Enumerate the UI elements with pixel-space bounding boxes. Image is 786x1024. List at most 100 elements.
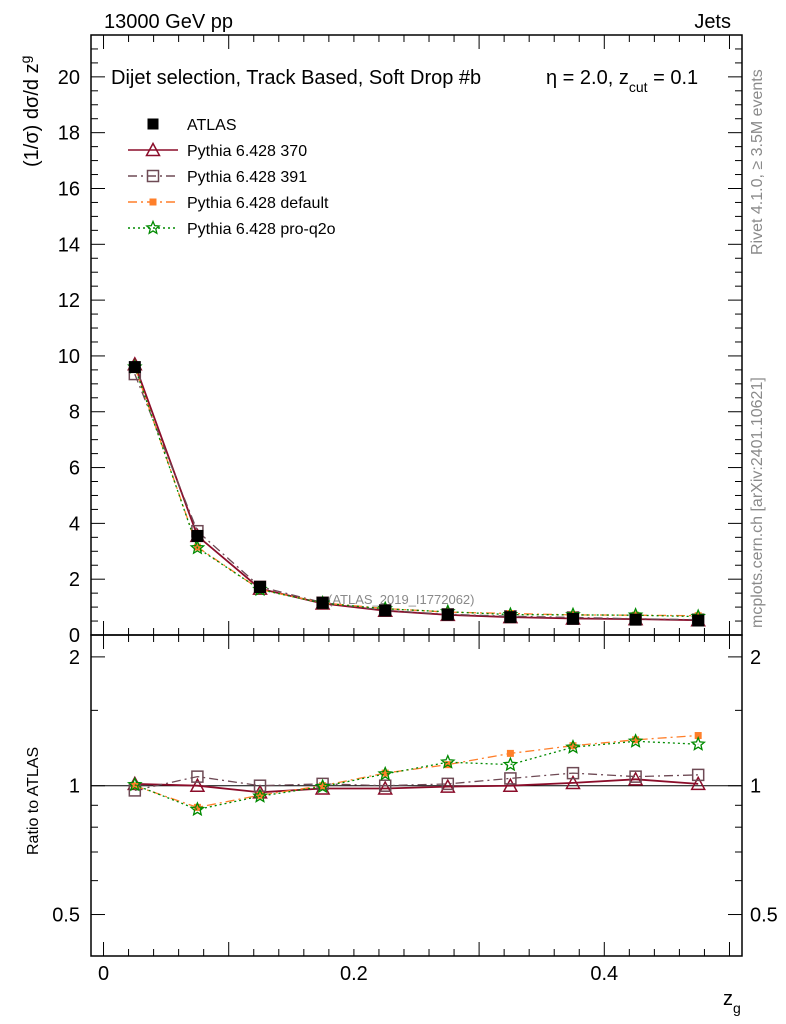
- ratio-y-tick-label-right: 2: [750, 647, 761, 669]
- ratio-panel: 0.5 0.5 1 1 2 2 Ratio to ATLAS 0 0.2 0.4 zg: [25, 634, 778, 1016]
- legend-pythia-6-428-default-label: Pythia 6.428 default: [187, 195, 329, 212]
- series-pythia-6-428-default: [131, 363, 702, 620]
- legend-pythia-6-428-370-label: Pythia 6.428 370: [187, 143, 307, 160]
- main-title-tail: η = 2.0, zcut = 0.1: [546, 67, 698, 95]
- main-y-axis-label-text: (1/σ) dσ/d z: [21, 63, 43, 167]
- main-axis-ticks: [91, 34, 742, 636]
- series-atlas-point: [566, 612, 579, 625]
- legend-atlas: ATLAS: [147, 117, 237, 134]
- ratio-pythia-6-428-370-point: [189, 777, 206, 792]
- main-series: [127, 356, 706, 627]
- ratio-pythia-6-428-default-point: [381, 769, 389, 777]
- ratio-pythia-6-428-default-point: [632, 736, 640, 744]
- legend-pythia-6-428-pro-q2o-label: Pythia 6.428 pro-q2o: [187, 221, 336, 238]
- legend: ATLAS Pythia 6.428 370 Pythia 6.428 391 Pyt…: [128, 117, 336, 238]
- x-tick-label: 0: [98, 963, 109, 985]
- x-axis-label: zg: [723, 988, 741, 1016]
- ratio-pythia-6-428-370-point: [440, 778, 456, 793]
- series-pythia-6-428-pro-q2o: [127, 358, 706, 624]
- ratio-pythia-6-428-370-point: [690, 775, 706, 791]
- ratio-pythia-6-428-default-point: [506, 749, 514, 757]
- series-atlas-point: [692, 614, 705, 627]
- ratio-pythia-6-428-391: [128, 766, 705, 797]
- main-title: Dijet selection, Track Based, Soft Drop …: [111, 67, 481, 89]
- ratio-pythia-6-428-default-point: [131, 782, 139, 790]
- ratio-y-axis-label: Ratio to ATLAS: [25, 747, 42, 855]
- ratio-pythia-6-428-370-point: [377, 780, 393, 795]
- ratio-pythia-6-428-pro-q2o-point: [440, 753, 456, 769]
- main-y-axis-label: (1/σ) dσ/d zg: [17, 56, 43, 167]
- ratio-y-tick-label-left: 2: [69, 647, 80, 669]
- ratio-pythia-6-428-pro-q2o-point: [314, 778, 331, 794]
- legend-pythia-6-428-default-marker: [149, 198, 157, 206]
- main-y-tick-label: 16: [58, 178, 80, 200]
- main-y-axis-label-subscript: g: [17, 56, 33, 64]
- series-atlas-point: [379, 604, 392, 617]
- ratio-pythia-6-428-default-point: [694, 732, 702, 740]
- legend-pythia-6-428-pro-q2o: Pythia 6.428 pro-q2o: [128, 219, 336, 238]
- ratio-pythia-6-428-default: [131, 732, 702, 811]
- x-tick-label: 0.2: [340, 963, 368, 985]
- legend-pythia-6-428-default: Pythia 6.428 default: [128, 195, 329, 212]
- ratio-pythia-6-428-391-point: [191, 770, 204, 783]
- ratio-y-tick-label-left: 1: [69, 776, 80, 798]
- ratio-pythia-6-428-pro-q2o-point: [627, 733, 644, 748]
- legend-pythia-6-428-391-label: Pythia 6.428 391: [187, 169, 307, 186]
- series-atlas: [128, 361, 705, 627]
- source-label: mcplots.cern.ch [arXiv:2401.10621]: [749, 377, 766, 628]
- x-tick-label: 0.4: [590, 963, 618, 985]
- ratio-pythia-6-428-pro-q2o-point: [377, 765, 393, 781]
- main-y-tick-label: 10: [58, 346, 80, 368]
- main-y-tick-label: 0: [69, 625, 80, 647]
- x-axis-label-subscript: g: [733, 1000, 741, 1016]
- ratio-pythia-6-428-391-point: [691, 768, 705, 782]
- main-y-tick-labels: 0 2 4 6 8 10 12 14 16 18 20: [58, 67, 80, 647]
- analysis-watermark: (ATLAS_2019_I1772062): [328, 592, 474, 607]
- energy-label: 13000 GeV pp: [104, 11, 233, 33]
- ratio-pythia-6-428-pro-q2o-point: [189, 801, 206, 817]
- main-y-tick-label: 20: [58, 67, 80, 89]
- rivet-label: Rivet 4.1.0, ≥ 3.5M events: [749, 69, 766, 255]
- legend-atlas-marker: [147, 118, 159, 130]
- ratio-pythia-6-428-pro-q2o: [127, 733, 706, 817]
- ratio-pythia-6-428-370-point: [627, 771, 644, 786]
- ratio-pythia-6-428-391-point: [629, 770, 642, 783]
- main-y-tick-label: 4: [69, 513, 80, 535]
- main-y-tick-label: 12: [58, 290, 80, 312]
- ratio-y-tick-label-right: 1: [750, 776, 761, 798]
- main-title-text: Dijet selection, Track Based, Soft Drop …: [111, 67, 481, 89]
- legend-pythia-6-428-391: Pythia 6.428 391: [128, 169, 307, 186]
- main-title-tail-text: η = 2.0, z: [546, 67, 629, 89]
- ratio-pythia-6-428-default-point: [256, 791, 264, 799]
- ratio-pythia-6-428-370-point: [502, 777, 519, 792]
- ratio-pythia-6-428-default-line: [134, 734, 699, 809]
- ratio-pythia-6-428-391-point: [378, 779, 392, 792]
- ratio-pythia-6-428-391-line: [134, 772, 699, 792]
- ratio-y-tick-labels: 0.5 0.5 1 1 2 2: [52, 647, 778, 927]
- main-y-tick-label: 6: [69, 458, 80, 480]
- ratio-pythia-6-428-pro-q2o-point: [127, 776, 143, 792]
- series-pythia-6-428-pro-q2o-point: [189, 539, 206, 555]
- ratio-pythia-6-428-391-point: [441, 777, 455, 791]
- x-tick-labels: 0 0.2 0.4: [98, 963, 618, 985]
- ratio-axis-ticks: [91, 635, 742, 957]
- ratio-pythia-6-428-391-point: [504, 772, 517, 785]
- series-atlas-point: [191, 529, 204, 542]
- legend-pythia-6-428-pro-q2o-marker: [145, 219, 161, 235]
- main-y-tick-label: 14: [58, 234, 80, 256]
- ratio-pythia-6-428-pro-q2o-line: [134, 740, 699, 811]
- ratio-pythia-6-428-pro-q2o-point: [565, 739, 581, 754]
- legend-atlas-label: ATLAS: [187, 117, 237, 134]
- main-y-tick-label: 18: [58, 123, 80, 145]
- ratio-pythia-6-428-391-point: [566, 766, 580, 780]
- legend-pythia-6-428-391-marker: [146, 169, 160, 183]
- category-label: Jets: [694, 11, 731, 33]
- series-atlas-point: [128, 361, 141, 374]
- series-pythia-6-428-370-line: [133, 363, 699, 622]
- ratio-frame: [90, 634, 743, 957]
- series-atlas-point: [441, 608, 454, 621]
- ratio-y-tick-label-left: 0.5: [52, 905, 80, 927]
- series-atlas-point: [254, 581, 267, 593]
- series-pythia-6-428-370: [127, 356, 706, 627]
